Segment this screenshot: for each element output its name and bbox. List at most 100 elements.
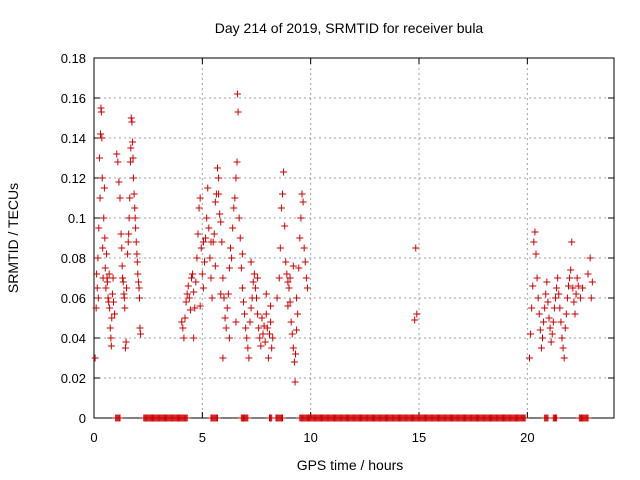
data-point <box>549 318 557 326</box>
data-point <box>92 304 100 312</box>
y-tick-label: 0.18 <box>61 51 86 66</box>
data-point <box>131 214 139 222</box>
data-point <box>559 344 567 352</box>
axis-ticks: 0 0.02 0.04 0.06 0.08 0.1 0.12 0.14 0.16 0.18 0 5 10… <box>61 51 614 445</box>
data-point <box>588 278 596 286</box>
data-point <box>106 304 114 312</box>
data-point <box>205 224 213 232</box>
data-point <box>556 304 564 312</box>
data-point <box>558 334 566 342</box>
grid <box>94 58 614 418</box>
data-point <box>276 244 284 252</box>
data-point <box>113 150 121 158</box>
data-point <box>111 310 119 318</box>
data-point <box>576 294 584 302</box>
data-point <box>210 230 218 238</box>
data-point <box>219 354 227 362</box>
data-point <box>119 278 127 286</box>
data-point <box>117 230 125 238</box>
data-point <box>573 274 581 282</box>
data-point <box>261 338 269 346</box>
data-point <box>222 324 230 332</box>
data-point <box>531 228 539 236</box>
data-point <box>134 270 142 278</box>
data-point <box>124 238 132 246</box>
data-point <box>219 274 227 282</box>
data-point <box>199 238 207 246</box>
data-point <box>560 354 568 362</box>
data-point <box>228 254 236 262</box>
data-point <box>124 250 132 258</box>
data-point <box>530 238 538 246</box>
data-point <box>238 284 246 292</box>
data-point <box>129 154 137 162</box>
data-point <box>298 190 306 198</box>
data-point <box>122 338 130 346</box>
data-point <box>103 278 111 286</box>
data-point <box>545 314 553 322</box>
data-point <box>301 258 309 266</box>
data-point <box>97 130 104 138</box>
data-point <box>287 318 295 326</box>
data-point <box>221 314 229 322</box>
data-point <box>297 214 305 222</box>
data-point <box>211 198 219 206</box>
data-point <box>178 318 186 326</box>
data-point <box>121 344 129 352</box>
data-point <box>105 270 113 278</box>
data-point <box>129 174 137 182</box>
data-point <box>277 204 285 212</box>
data-point <box>302 274 310 282</box>
data-point <box>91 354 99 362</box>
data-point <box>255 324 263 332</box>
data-point <box>197 244 205 252</box>
data-point <box>527 330 535 338</box>
data-point <box>536 326 544 334</box>
y-tick-label: 0.12 <box>61 171 86 186</box>
data-point <box>273 294 281 302</box>
data-point <box>291 378 299 386</box>
data-point <box>279 190 286 198</box>
data-point <box>526 354 533 362</box>
data-point <box>194 230 202 238</box>
data-point <box>561 324 569 332</box>
data-point <box>286 274 294 282</box>
data-point <box>267 318 275 326</box>
data-point <box>119 274 127 282</box>
data-point <box>284 302 292 310</box>
data-point <box>296 234 304 242</box>
data-point <box>211 262 219 270</box>
data-point <box>107 342 115 350</box>
data-point <box>214 164 221 172</box>
zero-data-point <box>183 414 191 422</box>
data-point <box>223 304 231 312</box>
data-point <box>254 274 262 282</box>
zero-data-point <box>214 414 221 422</box>
data-point <box>129 138 137 146</box>
data-point <box>118 262 126 270</box>
data-point <box>93 270 101 278</box>
data-point <box>96 194 104 202</box>
data-point <box>572 290 580 298</box>
data-point <box>198 270 206 278</box>
y-tick-label: 0 <box>79 411 86 426</box>
data-point <box>584 270 592 278</box>
data-point <box>562 310 570 318</box>
data-point <box>196 194 204 202</box>
data-point <box>180 334 188 342</box>
data-point <box>217 218 225 226</box>
data-point <box>542 290 550 298</box>
data-point <box>181 314 189 322</box>
data-point <box>101 234 109 242</box>
data-point <box>570 298 578 306</box>
data-point <box>118 244 126 252</box>
data-point <box>269 334 277 342</box>
data-point <box>411 316 419 324</box>
data-point <box>127 114 135 122</box>
data-point <box>300 244 308 252</box>
data-point <box>225 264 233 272</box>
data-point <box>231 194 239 202</box>
data-point <box>233 90 241 98</box>
data-point <box>95 224 103 232</box>
